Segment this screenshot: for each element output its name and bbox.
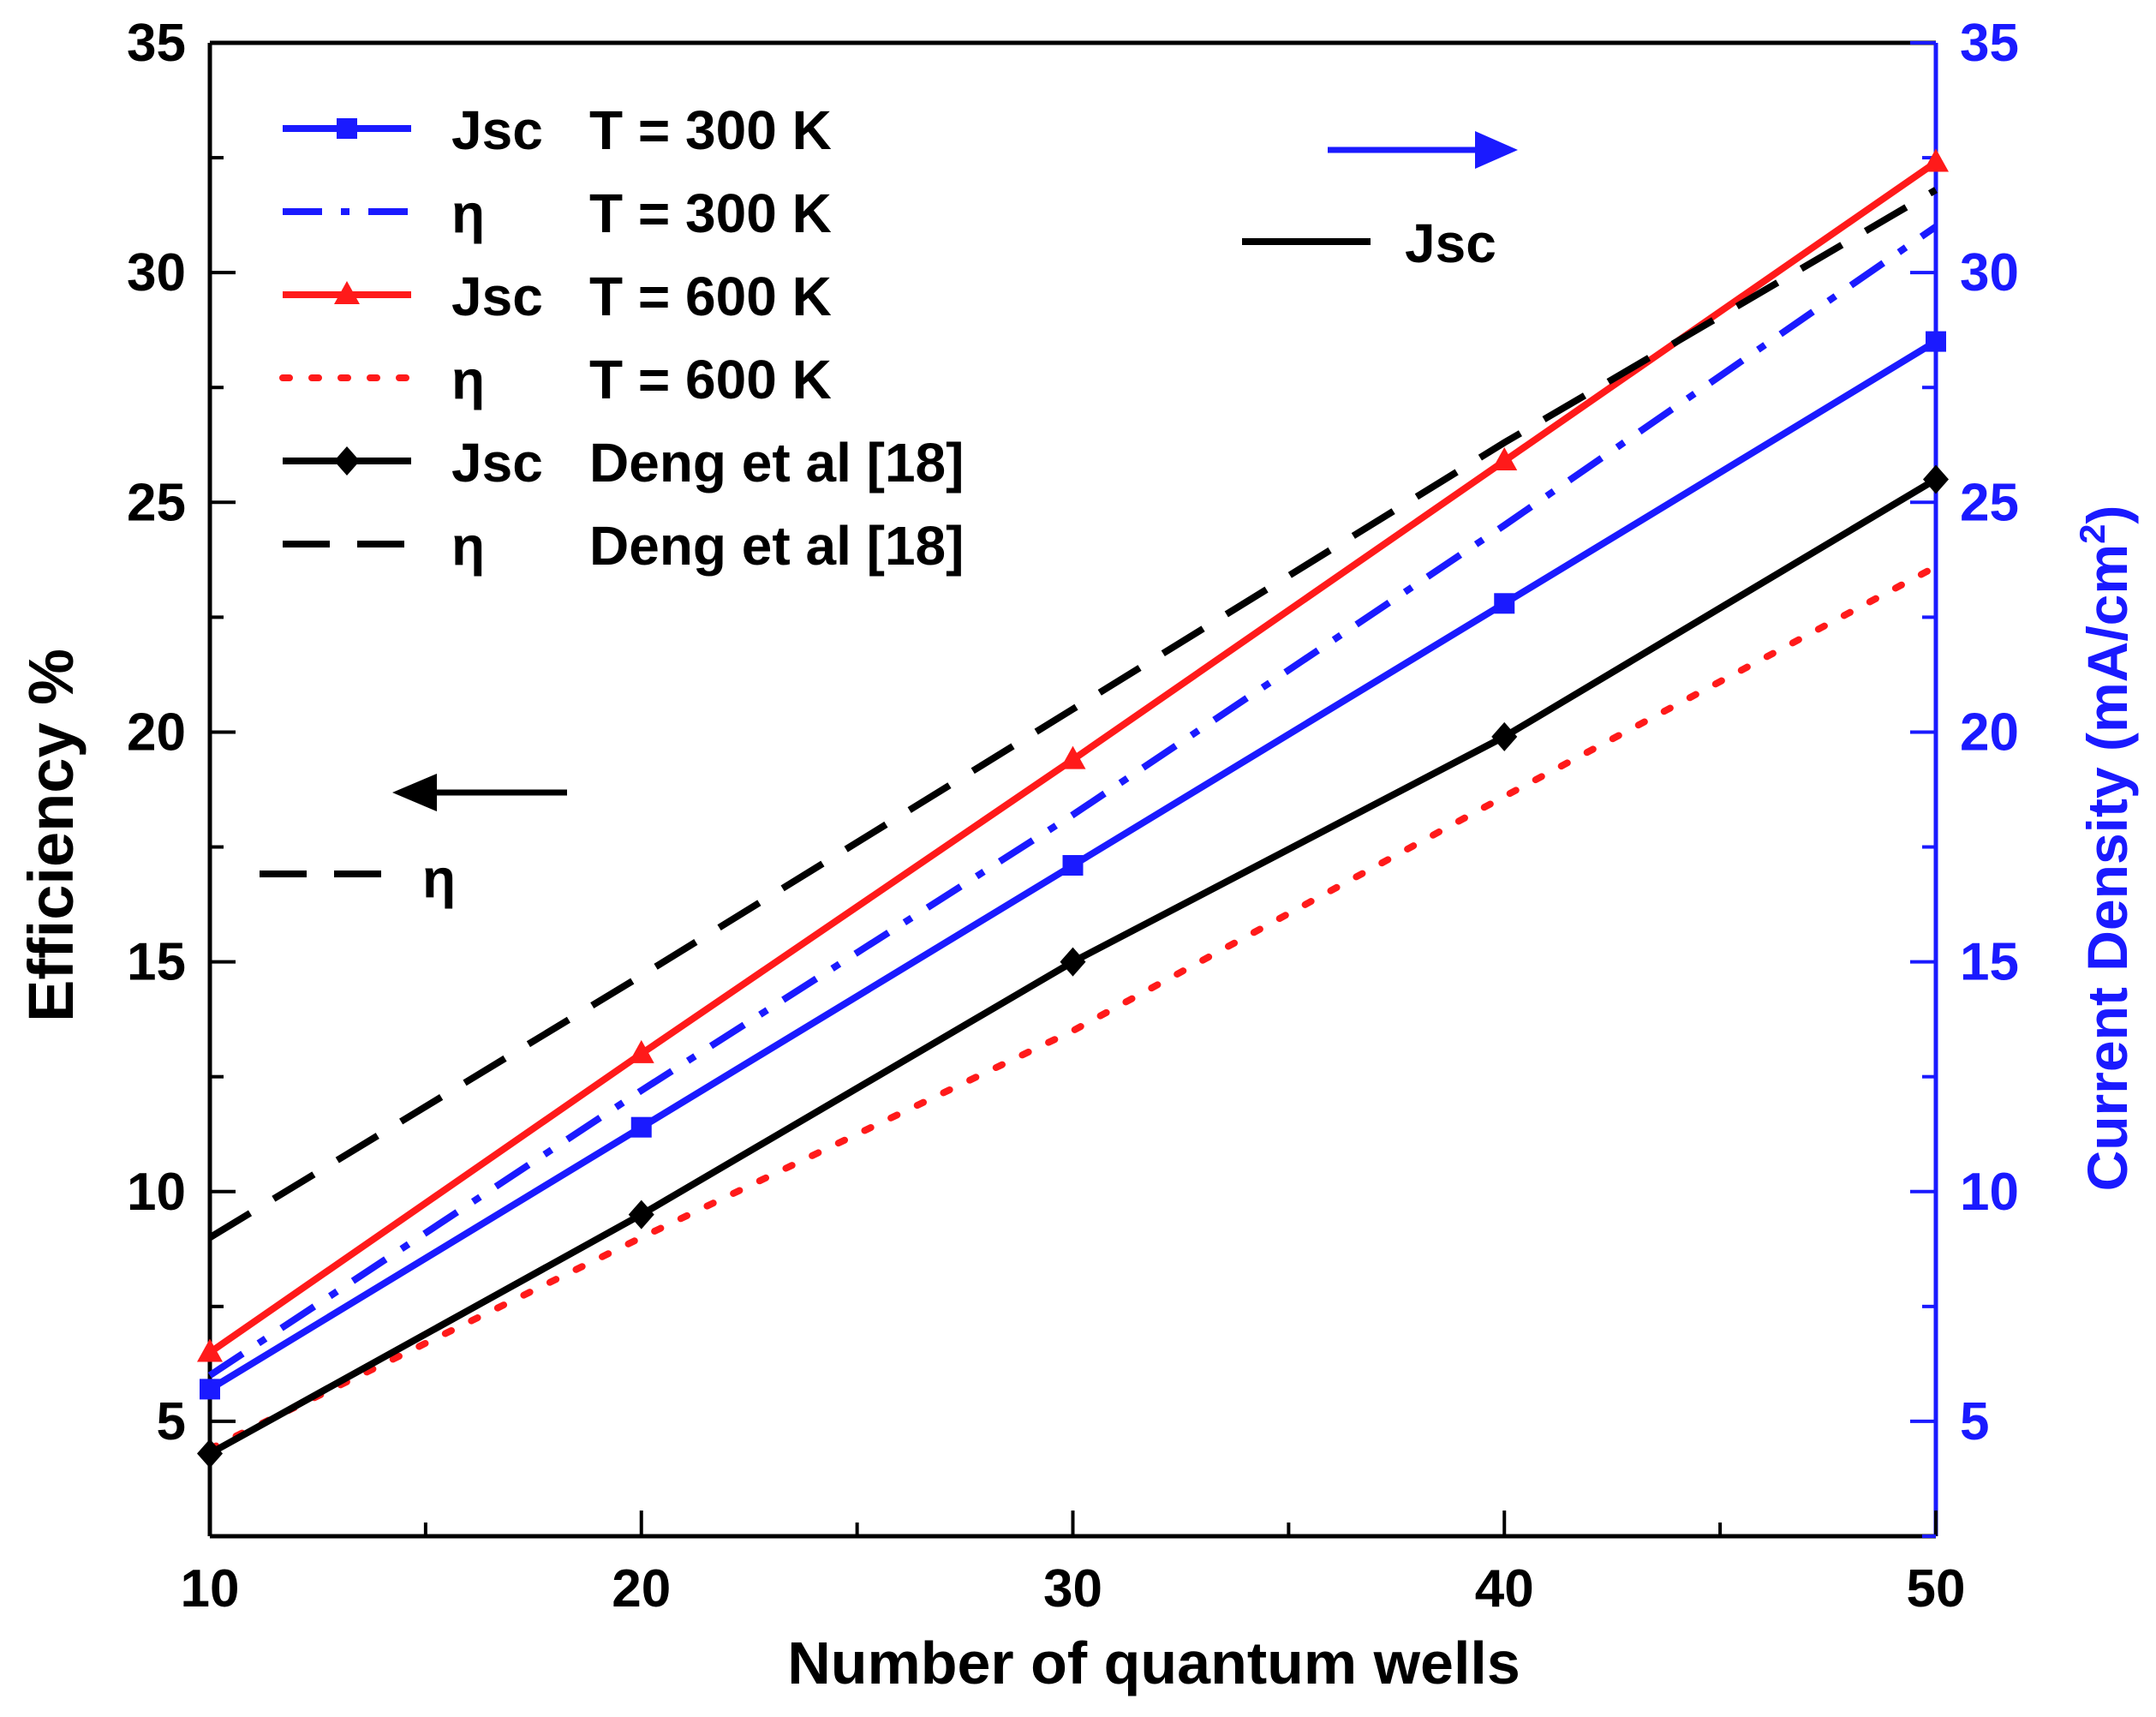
legend-symbol: Jsc [451,99,543,161]
x-tick-label: 10 [181,1559,240,1618]
x-tick-label: 20 [612,1559,671,1618]
x-tick-label: 30 [1043,1559,1102,1618]
legend-label: T = 300 K [589,182,832,244]
series-point [197,1439,223,1469]
legend-symbol: η [451,515,485,577]
series-4 [197,464,1949,1469]
series-point [1494,593,1515,614]
legend-item-5: η Deng et al [18] [283,515,964,577]
legend-marker [337,118,357,139]
legend-symbol: η [451,349,485,410]
y-tick-label-left: 20 [127,703,186,762]
legend-label: T = 600 K [589,266,832,327]
series-point [1491,721,1518,751]
legend-label: Deng et al [18] [589,432,964,494]
y-tick-label-right: 35 [1960,14,2019,73]
legend-item-1: η T = 300 K [283,182,832,244]
legend-label: T = 600 K [589,349,832,410]
y-tick-label-right: 20 [1960,703,2019,762]
series-point [1060,947,1086,977]
legend-item-3: η T = 600 K [279,349,832,410]
y-tick-label-left: 35 [127,14,186,73]
legend-item-4: Jsc Deng et al [18] [283,432,964,494]
legend-symbol: Jsc [451,432,543,494]
y-axis-title-right-close: ) [2075,506,2139,524]
legend-marker [334,281,360,304]
legend-symbol: Jsc [451,266,543,327]
series-2 [197,148,1949,1362]
legend-symbol: η [451,182,485,244]
right-axis-arrow-head [1475,131,1518,169]
series-line [206,563,1939,1453]
x-axis-title: Number of quantum wells [787,1630,1520,1696]
annotation-jsc-label: Jsc [1405,212,1496,274]
series-point [1923,464,1949,494]
y-tick-label-left: 10 [127,1163,186,1222]
y-tick-label-right: 5 [1960,1392,1989,1451]
y-tick-label-left: 15 [127,933,186,992]
series-layer [197,148,1949,1469]
series-5 [207,187,1938,1241]
series-3 [206,563,1939,1453]
series-point [1491,447,1518,471]
legend-item-2: Jsc T = 600 K [283,266,832,327]
series-point [197,1338,223,1362]
y-tick-label-right: 15 [1960,933,2019,992]
series-point [630,1116,652,1138]
series-point [200,1379,220,1400]
legend-item-0: Jsc T = 300 K [283,99,832,161]
left-axis-arrow-head [392,774,437,811]
axes-layer: 10 20 30 40 50 5 10 15 20 25 30 35 5 10 15 20 25 30 35 [127,14,2019,1618]
y-tick-label-left: 5 [157,1392,186,1451]
annotations: Jsc η [260,131,1518,909]
series-point [1923,148,1949,172]
series-point [628,1039,654,1063]
legend: Jsc T = 300 K η T = 300 K Jsc T = 600 K η T = 6… [279,99,964,577]
legend-label: Deng et al [18] [589,515,964,577]
y-axis-title-left: Efficiency % [15,649,87,1022]
y-axis-title-right: Current Density (mA/cm2) [2072,506,2139,1192]
legend-marker [334,446,360,476]
series-1 [207,224,1938,1379]
series-point [1926,331,1946,352]
series-line [207,187,1938,1241]
x-tick-label: 50 [1907,1559,1966,1618]
y-axis-title-right-sup: 2 [2072,524,2112,544]
series-line [207,224,1938,1379]
series-point [1062,854,1084,876]
annotation-eta-label: η [422,847,456,909]
y-tick-label-left: 30 [127,243,186,302]
y-tick-label-right: 30 [1960,243,2019,302]
series-point [628,1200,654,1229]
legend-label: T = 300 K [589,99,832,161]
y-tick-label-left: 25 [127,473,186,532]
y-axis-title-right-main: Current Density (mA/cm [2075,544,2139,1192]
y-tick-label-right: 25 [1960,473,2019,532]
series-point [1060,745,1086,769]
y-tick-label-right: 10 [1960,1163,2019,1222]
x-tick-label: 40 [1475,1559,1534,1618]
series-0 [200,331,1946,1400]
